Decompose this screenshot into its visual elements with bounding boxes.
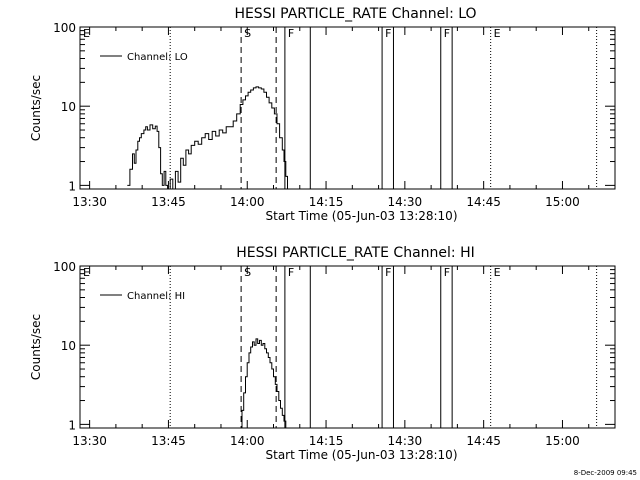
plot-frame xyxy=(79,265,616,429)
x-tick-label: 14:45 xyxy=(466,195,501,209)
y-tick-label: 100 xyxy=(53,260,76,274)
x-tick-label: 14:30 xyxy=(388,434,423,448)
x-tick-label: 13:30 xyxy=(72,434,107,448)
annotation-label: F xyxy=(288,266,294,279)
footer-timestamp: 8-Dec-2009 09:45 xyxy=(574,469,637,477)
annotation-label: E xyxy=(494,27,501,40)
annotation-label: E xyxy=(83,266,90,279)
x-tick-label: 14:15 xyxy=(309,434,344,448)
legend-entry: Channel: LO xyxy=(127,52,188,63)
legend-entry: Channel: HI xyxy=(127,291,185,302)
y-axis-label: Counts/sec xyxy=(29,314,43,380)
annotation-label: E xyxy=(83,27,90,40)
y-tick-label: 1 xyxy=(68,418,76,432)
annotation-label: F xyxy=(444,27,450,40)
annotation-label: E xyxy=(494,266,501,279)
chart-title: HESSI PARTICLE_RATE Channel: HI xyxy=(236,245,474,261)
panel-lo-channel: HESSI PARTICLE_RATE Channel: LOESFFFECha… xyxy=(29,6,616,223)
plot-frame xyxy=(79,26,616,190)
annotation-label: F xyxy=(288,27,294,40)
series-line xyxy=(127,86,288,190)
x-tick-label: 14:15 xyxy=(309,195,344,209)
x-tick-label: 14:00 xyxy=(230,195,265,209)
chart-title: HESSI PARTICLE_RATE Channel: LO xyxy=(234,6,476,22)
x-tick-label: 13:45 xyxy=(151,195,186,209)
y-tick-label: 100 xyxy=(53,21,76,35)
y-tick-label: 10 xyxy=(61,100,76,114)
x-tick-label: 15:00 xyxy=(545,434,580,448)
panel-hi-channel: HESSI PARTICLE_RATE Channel: HIESFFFECha… xyxy=(29,245,616,462)
x-tick-label: 13:30 xyxy=(72,195,107,209)
x-tick-label: 14:45 xyxy=(466,434,501,448)
y-tick-label: 1 xyxy=(68,179,76,193)
y-axis-label: Counts/sec xyxy=(29,75,43,141)
annotation-label: F xyxy=(385,266,391,279)
x-tick-label: 14:30 xyxy=(388,195,423,209)
x-tick-label: 13:45 xyxy=(151,434,186,448)
annotation-label: F xyxy=(444,266,450,279)
series-line xyxy=(240,338,287,429)
annotation-label: F xyxy=(385,27,391,40)
x-tick-label: 14:00 xyxy=(230,434,265,448)
x-axis-label: Start Time (05-Jun-03 13:28:10) xyxy=(266,448,458,462)
x-axis-label: Start Time (05-Jun-03 13:28:10) xyxy=(266,209,458,223)
x-tick-label: 15:00 xyxy=(545,195,580,209)
y-tick-label: 10 xyxy=(61,339,76,353)
